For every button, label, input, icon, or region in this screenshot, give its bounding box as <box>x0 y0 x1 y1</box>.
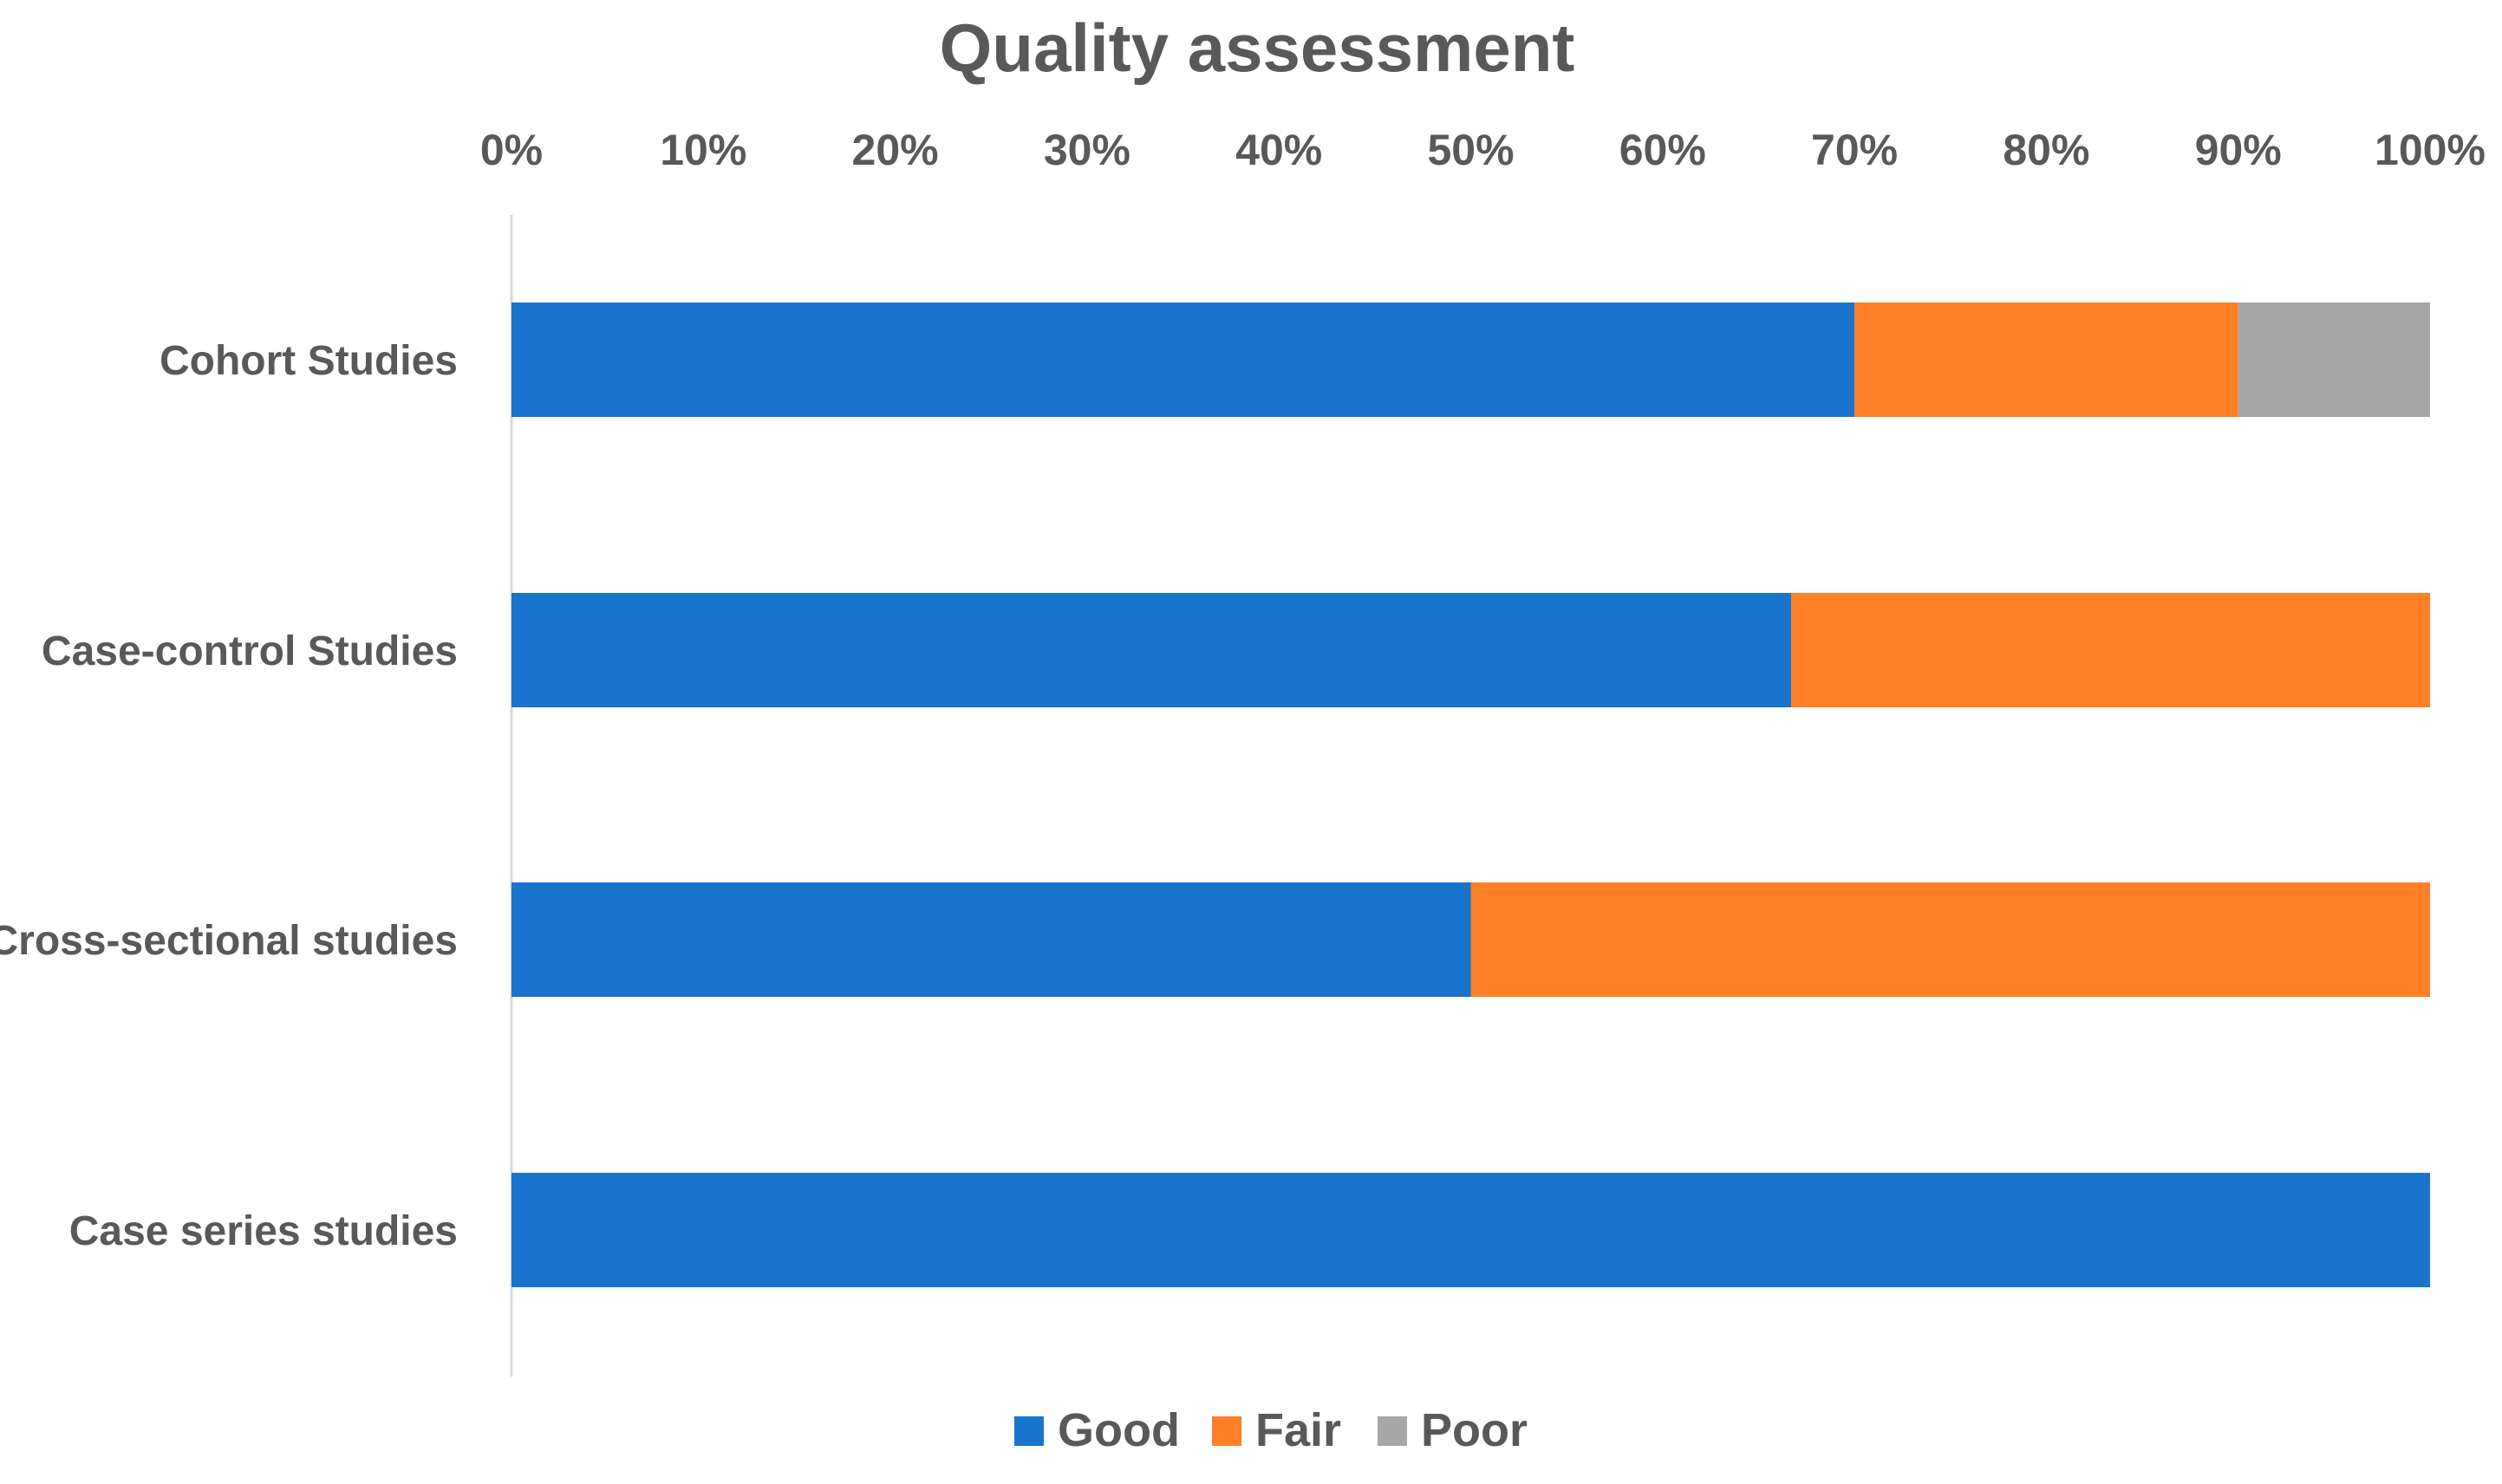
bar-segment-fair <box>1791 593 2430 707</box>
category-label: Case-control Studies <box>42 628 458 674</box>
legend-label: Fair <box>1255 1404 1341 1456</box>
bar-segment-good <box>511 303 1855 417</box>
chart-title: Quality assessment <box>940 10 1575 86</box>
bar-segment-poor <box>2238 303 2430 417</box>
x-axis: 0% 10% 20% 30% 40% 50% 60% 70% 80% 90% 100% <box>480 126 2486 1377</box>
x-tick-label: 20% <box>852 126 939 174</box>
x-tick-label: 10% <box>660 126 746 174</box>
legend-label: Poor <box>1421 1404 1528 1456</box>
bar-segment-fair <box>1854 303 2238 417</box>
x-tick-label: 0% <box>480 126 543 174</box>
bar-segment-good <box>511 593 1792 707</box>
legend-swatch-good <box>1014 1416 1044 1446</box>
bars <box>511 303 2430 1287</box>
legend-swatch-poor <box>1378 1416 1407 1446</box>
legend-swatch-fair <box>1212 1416 1241 1446</box>
category-axis: Cohort Studies Case-control Studies Cross-… <box>0 338 458 1254</box>
x-tick-label: 30% <box>1044 126 1130 174</box>
category-label: Cohort Studies <box>160 338 458 384</box>
x-tick-label: 80% <box>2003 126 2089 174</box>
bar-segment-fair <box>1470 882 2430 997</box>
category-label: Case series studies <box>69 1208 458 1254</box>
x-tick-label: 90% <box>2195 126 2282 174</box>
x-tick-label: 40% <box>1235 126 1322 174</box>
bar-segment-good <box>511 882 1471 997</box>
bar-segment-good <box>511 1173 2430 1287</box>
legend: Good Fair Poor <box>1014 1404 1528 1456</box>
x-tick-label: 60% <box>1619 126 1706 174</box>
x-tick-label: 70% <box>1811 126 1898 174</box>
legend-label: Good <box>1058 1404 1180 1456</box>
x-tick-label: 100% <box>2375 126 2486 174</box>
category-label: Cross-sectional studies <box>0 918 458 964</box>
x-tick-label: 50% <box>1427 126 1514 174</box>
